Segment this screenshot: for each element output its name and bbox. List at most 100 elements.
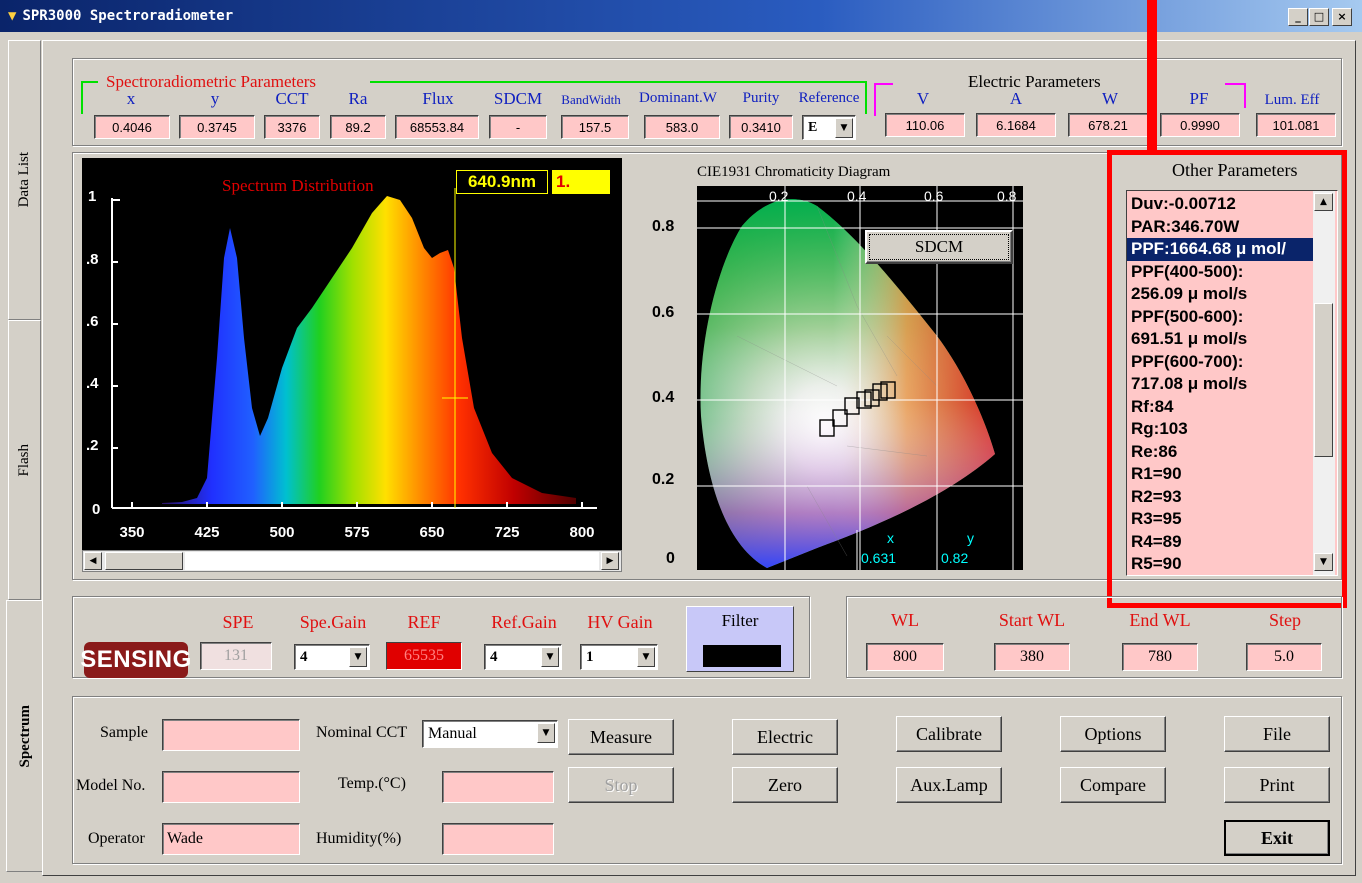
cie-title: CIE1931 Chromaticity Diagram [697, 164, 891, 180]
title-bar[interactable]: ▼ SPR3000 Spectroradiometer [0, 0, 1362, 34]
value-step[interactable]: 5.0 [1246, 643, 1322, 671]
other-params-item[interactable]: Rg:103 [1131, 419, 1188, 438]
other-params-item[interactable]: 691.51 μ mol/s [1131, 329, 1248, 348]
nominal-cct-select[interactable]: Manual ▼ [422, 720, 558, 748]
value-w[interactable]: 678.21 [1068, 113, 1148, 137]
scroll-track[interactable] [185, 552, 599, 570]
x-tick-800: 800 [569, 524, 595, 541]
value-spe[interactable]: 131 [200, 642, 272, 670]
other-params-item[interactable]: Re:86 [1131, 441, 1178, 461]
electric-button[interactable]: Electric [732, 719, 838, 755]
scroll-down-icon[interactable]: ▼ [1314, 553, 1333, 571]
y-tick-04: .4 [86, 375, 99, 392]
scroll-left-icon[interactable]: ◀ [84, 552, 102, 570]
cie-left-tick-08: 0.8 [652, 218, 675, 235]
value-v[interactable]: 110.06 [885, 113, 965, 137]
stop-button[interactable]: Stop [568, 767, 674, 803]
value-dominant-w[interactable]: 583.0 [644, 115, 720, 139]
tab-data-list[interactable]: Data List [8, 40, 41, 320]
chevron-down-icon[interactable]: ▼ [637, 647, 655, 667]
scroll-right-icon[interactable]: ▶ [601, 552, 619, 570]
label-lum-eff: Lum. Eff [1264, 92, 1320, 108]
other-params-item[interactable]: PPF(400-500): [1131, 261, 1244, 281]
label-humidity: Humidity(%) [316, 830, 402, 847]
value-lum-eff[interactable]: 101.081 [1256, 113, 1336, 137]
spe-gain-select[interactable]: 4 ▼ [294, 644, 370, 670]
scroll-up-icon[interactable]: ▲ [1314, 193, 1333, 211]
print-button[interactable]: Print [1224, 767, 1330, 803]
value-cct[interactable]: 3376 [264, 115, 320, 139]
label-operator: Operator [88, 830, 145, 847]
tab-spectrum[interactable]: Spectrum [6, 600, 43, 872]
sdcm-button[interactable]: SDCM [865, 230, 1013, 264]
other-params-item[interactable]: R5=90 [1131, 554, 1182, 573]
zero-button[interactable]: Zero [732, 767, 838, 803]
spectrum-scrollbar[interactable]: ◀ ▶ [82, 550, 622, 572]
other-params-item[interactable]: R4=89 [1131, 531, 1182, 551]
maximize-button[interactable]: □ [1309, 8, 1329, 26]
operator-input[interactable]: Wade [162, 823, 300, 855]
exit-button[interactable]: Exit [1224, 820, 1330, 856]
y-tick-08: .8 [86, 251, 99, 268]
other-params-item[interactable]: PPF:1664.68 μ mol/ [1127, 238, 1313, 261]
other-params-item[interactable]: R1=90 [1131, 464, 1182, 483]
ref-gain-select[interactable]: 4 ▼ [484, 644, 562, 670]
value-x[interactable]: 0.4046 [94, 115, 170, 139]
value-flux[interactable]: 68553.84 [395, 115, 479, 139]
electric-group-label: Electric Parameters [968, 72, 1101, 91]
label-ra: Ra [348, 89, 368, 108]
value-end-wl[interactable]: 780 [1122, 643, 1198, 671]
spectro-bracket [81, 81, 867, 114]
filter-button[interactable]: Filter [686, 606, 794, 672]
minimize-button[interactable]: _ [1288, 8, 1308, 26]
value-pf[interactable]: 0.9990 [1160, 113, 1240, 137]
other-params-item[interactable]: R3=95 [1131, 509, 1182, 528]
file-button[interactable]: File [1224, 716, 1330, 752]
spectro-group-label: Spectroradiometric Parameters [106, 72, 317, 91]
sample-input[interactable] [162, 719, 300, 751]
other-params-list[interactable]: Duv:-0.00712 PAR:346.70W PPF:1664.68 μ mol… [1126, 190, 1338, 576]
close-button[interactable]: × [1332, 8, 1352, 26]
value-sdcm[interactable]: - [489, 115, 547, 139]
value-a[interactable]: 6.1684 [976, 113, 1056, 137]
chevron-down-icon[interactable]: ▼ [349, 647, 367, 667]
measure-button[interactable]: Measure [568, 719, 674, 755]
chevron-down-icon[interactable]: ▼ [541, 647, 559, 667]
value-y[interactable]: 0.3745 [179, 115, 255, 139]
value-bandwidth[interactable]: 157.5 [561, 115, 629, 139]
value-ref[interactable]: 65535 [386, 642, 462, 670]
calibrate-button[interactable]: Calibrate [896, 716, 1002, 752]
filter-label: Filter [721, 611, 759, 630]
value-purity[interactable]: 0.3410 [729, 115, 793, 139]
other-params-item[interactable]: PPF(600-700): [1131, 351, 1244, 371]
humidity-input[interactable] [442, 823, 554, 855]
other-params-item[interactable]: R2=93 [1131, 486, 1182, 506]
value-start-wl[interactable]: 380 [994, 643, 1070, 671]
spectrum-plot[interactable]: Spectrum Distribution 640.9nm 1. 1 .8 .6… [82, 158, 622, 550]
other-params-item[interactable]: 717.08 μ mol/s [1131, 374, 1248, 393]
x-tick-500: 500 [269, 524, 295, 541]
other-params-item[interactable]: PPF(500-600): [1131, 306, 1244, 326]
other-params-item[interactable]: PAR:346.70W [1131, 216, 1240, 236]
value-wl[interactable]: 800 [866, 643, 944, 671]
options-button[interactable]: Options [1060, 716, 1166, 752]
other-params-item[interactable]: Duv:-0.00712 [1131, 194, 1236, 213]
tab-flash[interactable]: Flash [8, 320, 41, 600]
other-params-item[interactable]: Rf:84 [1131, 396, 1174, 416]
model-no-input[interactable] [162, 771, 300, 803]
cie-plot[interactable]: SDCM 0.2 0.4 0.6 0.8 x y 0.631 0.82 [697, 186, 1023, 570]
y-tick-0: 0 [92, 501, 101, 518]
other-params-item[interactable]: 256.09 μ mol/s [1131, 284, 1248, 303]
compare-button[interactable]: Compare [1060, 767, 1166, 803]
aux-lamp-button[interactable]: Aux.Lamp [896, 767, 1002, 803]
reference-select[interactable]: E ▼ [802, 115, 856, 140]
chevron-down-icon[interactable]: ▼ [537, 723, 555, 743]
parameters-panel [72, 58, 1342, 146]
scroll-thumb[interactable] [105, 552, 183, 570]
list-scroll-thumb[interactable] [1314, 303, 1333, 457]
hv-gain-select[interactable]: 1 ▼ [580, 644, 658, 670]
chevron-down-icon[interactable]: ▼ [835, 118, 853, 138]
other-params-scrollbar[interactable]: ▲ ▼ [1313, 191, 1335, 575]
value-ra[interactable]: 89.2 [330, 115, 386, 139]
temp-input[interactable] [442, 771, 554, 803]
